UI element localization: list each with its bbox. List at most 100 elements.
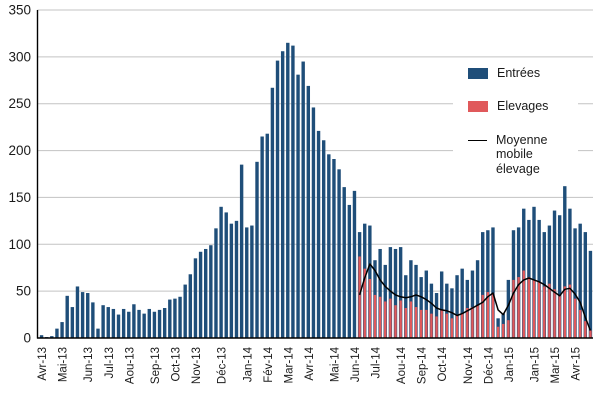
bar-entrees — [250, 225, 254, 338]
bar-entrees — [75, 286, 80, 338]
x-axis-label-17-Sep-14: Sep-14 — [417, 346, 429, 384]
x-axis-label-24-Avr-15: Avr-15 — [571, 347, 583, 381]
bar-elevages — [440, 309, 443, 338]
bar-entrees — [162, 308, 167, 338]
entrees-color-swatch — [468, 67, 488, 79]
bar-elevages — [517, 277, 520, 338]
bar-entrees — [70, 307, 75, 338]
bar-entrees — [321, 140, 326, 338]
chart-legend: Entrées Elevages Moyenne mobile élevage — [453, 60, 578, 180]
x-axis-label-4-Aou-13: Aou-13 — [124, 347, 136, 384]
bar-elevages — [404, 308, 407, 338]
bar-elevages — [394, 305, 397, 338]
x-axis-label-22-Jan-15: Jan-15 — [530, 347, 542, 382]
bar-entrees — [470, 270, 475, 338]
bar-entrees — [491, 227, 495, 338]
bar-entrees — [39, 335, 44, 338]
y-axis-label-350: 350 — [8, 3, 31, 18]
bar-entrees — [168, 299, 172, 338]
bar-entrees — [147, 308, 151, 338]
bar-entrees — [506, 279, 511, 338]
bar-entrees — [91, 302, 95, 338]
legend-label-moyenne-mobile: Moyenne mobile élevage — [496, 132, 548, 176]
x-axis-label-21-Jan-15: Jan-15 — [504, 347, 516, 382]
bar-elevages — [558, 295, 561, 338]
y-axis-label-300: 300 — [8, 49, 31, 64]
bar-entrees — [327, 154, 331, 338]
bar-entrees — [296, 74, 300, 338]
bar-elevages — [363, 268, 366, 338]
y-axis-label-50: 50 — [16, 284, 31, 299]
bar-elevages — [378, 296, 382, 338]
bar-entrees — [121, 308, 126, 338]
bar-entrees — [198, 251, 203, 338]
bar-entrees — [127, 311, 131, 338]
x-axis-label-14-Jun-14: Jun-14 — [350, 346, 362, 382]
bar-entrees — [301, 61, 305, 338]
bar-entrees — [398, 247, 403, 338]
x-axis-label-19-Nov-14: Nov-14 — [463, 346, 475, 384]
bar-entrees — [116, 314, 121, 338]
bar-entrees — [563, 186, 567, 338]
x-axis-label-11-Mar-14: Mar-14 — [283, 346, 295, 383]
moyenne-mobile-line-swatch — [468, 139, 487, 141]
bar-entrees — [424, 270, 428, 338]
legend-item-moyenne-mobile: Moyenne mobile élevage — [468, 133, 578, 176]
bar-entrees — [414, 264, 418, 338]
bar-entrees — [204, 248, 208, 338]
bar-entrees — [337, 169, 341, 338]
bar-elevages — [445, 313, 449, 338]
bar-entrees — [578, 223, 582, 338]
x-axis-label-20-Déc-14: Déc-14 — [483, 346, 495, 384]
bar-elevages — [409, 301, 413, 338]
bar-entrees — [209, 245, 213, 338]
bar-entrees — [306, 85, 311, 338]
bar-elevages — [512, 279, 515, 338]
legend-label-entrees: Entrées — [497, 66, 541, 80]
bar-entrees — [419, 277, 423, 338]
bar-elevages — [537, 281, 541, 338]
bar-elevages — [430, 313, 433, 338]
y-axis-label-200: 200 — [8, 143, 31, 158]
bar-elevages — [460, 313, 464, 338]
bar-entrees — [183, 284, 187, 338]
bar-elevages — [496, 326, 500, 338]
bar-entrees — [588, 250, 593, 338]
bar-entrees — [388, 247, 393, 338]
bar-entrees — [352, 190, 357, 338]
bar-entrees — [234, 220, 239, 338]
bar-entrees — [219, 206, 223, 338]
bar-elevages — [435, 316, 438, 338]
bar-entrees — [229, 223, 234, 338]
bar-entrees — [265, 133, 269, 338]
bar-entrees — [557, 215, 562, 338]
y-axis-label-250: 250 — [8, 96, 31, 111]
bar-elevages — [358, 256, 361, 338]
bar-entrees — [214, 228, 218, 338]
bar-elevages — [425, 309, 428, 338]
bar-entrees — [152, 311, 157, 338]
x-axis-label-13-Mai-14: Mai-14 — [330, 346, 342, 382]
bar-elevages — [476, 305, 479, 338]
legend-label-elevages: Elevages — [497, 99, 549, 114]
bar-entrees — [439, 271, 444, 338]
bar-entrees — [142, 313, 146, 338]
bar-entrees — [409, 260, 413, 338]
bar-entrees — [404, 275, 408, 338]
bar-elevages — [471, 307, 474, 338]
bar-entrees — [291, 45, 295, 339]
bar-elevages — [543, 286, 546, 338]
bar-entrees — [552, 210, 557, 338]
bar-entrees — [280, 51, 285, 338]
bar-elevages — [389, 298, 392, 338]
x-axis-label-15-Jul-14: Jul-14 — [371, 346, 383, 378]
bar-entrees — [101, 305, 105, 338]
bar-entrees — [460, 268, 464, 338]
elevages-color-swatch — [468, 101, 488, 113]
x-axis-label-10-Fév-14: Fév-14 — [263, 346, 275, 382]
x-axis-label-5-Sep-13: Sep-13 — [150, 347, 162, 384]
bar-elevages — [399, 300, 402, 338]
bar-elevages — [522, 270, 525, 338]
bar-entrees — [455, 275, 459, 338]
